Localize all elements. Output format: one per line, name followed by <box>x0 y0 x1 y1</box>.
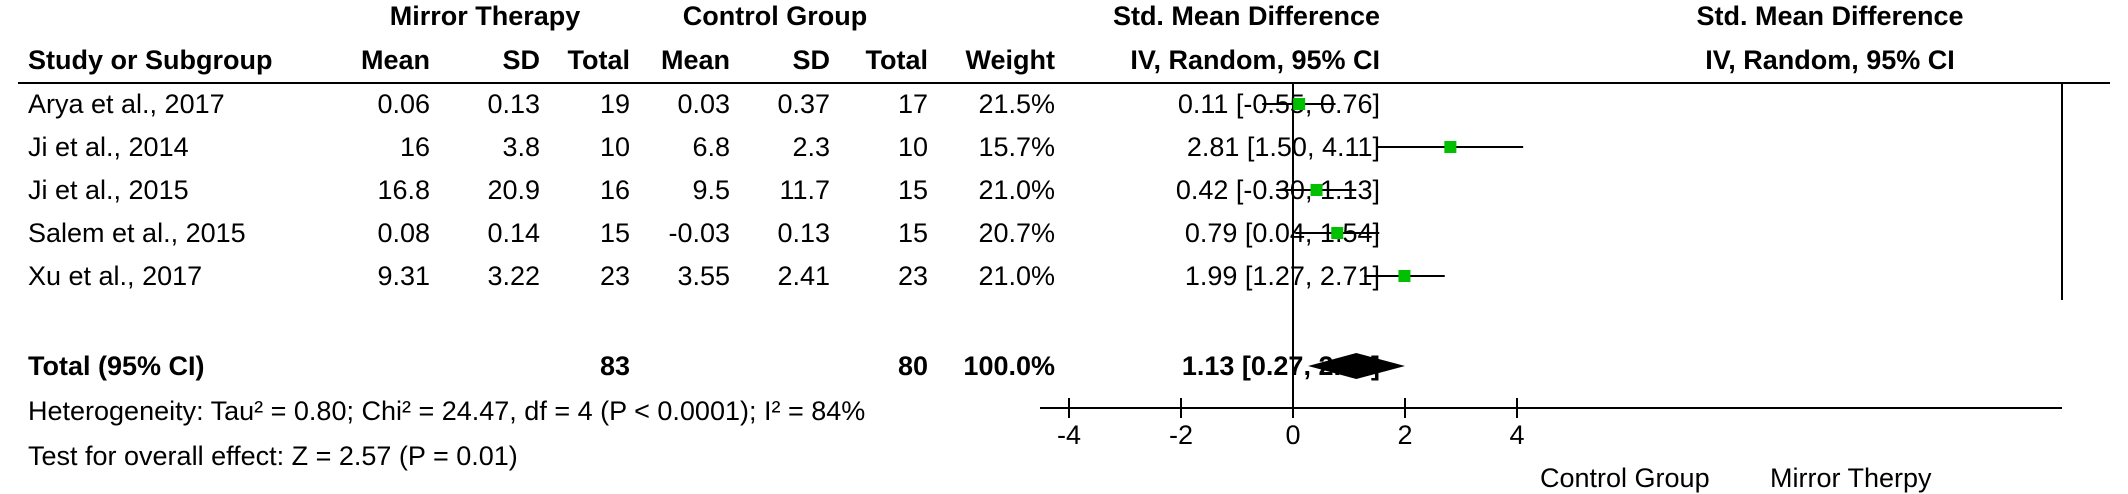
total-weight: 100.0% <box>963 351 1055 381</box>
overall-effect-text: Test for overall effect: Z = 2.57 (P = 0… <box>28 441 518 471</box>
exp-mean-header: Mean <box>360 45 430 75</box>
ctl-total: 15 <box>897 218 928 248</box>
study-name: Salem et al., 2015 <box>28 218 246 248</box>
study-name: Xu et al., 2017 <box>28 261 203 291</box>
x-tick-label: -4 <box>1057 420 1081 450</box>
exp-sd: 3.22 <box>487 261 540 291</box>
ctl-total: 15 <box>897 175 928 205</box>
exp-mean: 0.06 <box>377 89 430 119</box>
heterogeneity-text: Heterogeneity: Tau² = 0.80; Chi² = 24.47… <box>28 396 866 426</box>
ctl-sd: 0.13 <box>777 218 830 248</box>
exp-mean: 16 <box>399 132 430 162</box>
study-name: Arya et al., 2017 <box>28 89 225 119</box>
ctl-total: 23 <box>897 261 928 291</box>
ci-cell: 1.99 [1.27, 2.71] <box>1184 261 1380 291</box>
ctl-total-header: Total <box>865 45 929 75</box>
exp-sd: 0.13 <box>487 89 540 119</box>
ctl-total: 17 <box>897 89 928 119</box>
effect-marker <box>1444 141 1457 153</box>
weight-cell: 21.5% <box>978 89 1055 119</box>
ctl-sd-header: SD <box>792 45 830 75</box>
exp-total-header: Total <box>567 45 631 75</box>
method-header: IV, Random, 95% CI <box>1130 45 1380 75</box>
weight-cell: 15.7% <box>978 132 1055 162</box>
study-name: Ji et al., 2015 <box>28 175 189 205</box>
ctl-mean: -0.03 <box>668 218 730 248</box>
pooled-diamond <box>1308 353 1405 379</box>
favors-left-label: Control Group <box>1540 463 1710 493</box>
x-tick-label: -2 <box>1169 420 1193 450</box>
ctl-sd: 2.3 <box>792 132 830 162</box>
ctl-mean-header: Mean <box>660 45 730 75</box>
exp-total: 10 <box>599 132 630 162</box>
study-column-header: Study or Subgroup <box>28 45 273 75</box>
exp-total: 16 <box>599 175 630 205</box>
x-tick-label: 2 <box>1397 420 1412 450</box>
weight-cell: 20.7% <box>978 218 1055 248</box>
exp-total: 15 <box>599 218 630 248</box>
plot-method: IV, Random, 95% CI <box>1705 45 1955 75</box>
favors-right-label: Mirror Therpy <box>1770 463 1932 493</box>
exp-mean: 9.31 <box>377 261 430 291</box>
exp-sd-header: SD <box>502 45 540 75</box>
effect-marker <box>1398 270 1411 282</box>
weight-header: Weight <box>965 45 1056 75</box>
header-rule <box>18 82 2110 84</box>
exp-mean: 16.8 <box>377 175 430 205</box>
total-exp: 83 <box>599 351 630 381</box>
std-mean-diff-header: Std. Mean Difference <box>1112 1 1380 31</box>
exp-sd: 0.14 <box>487 218 540 248</box>
exp-total: 23 <box>599 261 630 291</box>
weight-cell: 21.0% <box>978 175 1055 205</box>
effect-marker <box>1293 98 1306 110</box>
study-name: Ji et al., 2014 <box>28 132 189 162</box>
effect-marker <box>1331 227 1344 239</box>
plot-title: Std. Mean Difference <box>1696 1 1964 31</box>
exp-total: 19 <box>599 89 630 119</box>
ctl-mean: 3.55 <box>677 261 730 291</box>
effect-marker <box>1310 184 1323 196</box>
ctl-sd: 11.7 <box>779 175 830 205</box>
x-tick-label: 0 <box>1285 420 1300 450</box>
total-label: Total (95% CI) <box>28 351 205 381</box>
control-group-header: Control Group <box>682 1 868 31</box>
total-ctl: 80 <box>897 351 928 381</box>
ctl-sd: 2.41 <box>777 261 830 291</box>
exp-sd: 20.9 <box>487 175 540 205</box>
ctl-mean: 0.03 <box>677 89 730 119</box>
x-tick-label: 4 <box>1509 420 1524 450</box>
ctl-total: 10 <box>897 132 928 162</box>
exp-sd: 3.8 <box>502 132 540 162</box>
mirror-therapy-header: Mirror Therapy <box>389 1 581 31</box>
weight-cell: 21.0% <box>978 261 1055 291</box>
ctl-mean: 6.8 <box>692 132 730 162</box>
ctl-mean: 9.5 <box>692 175 730 205</box>
ctl-sd: 0.37 <box>777 89 830 119</box>
ci-cell: 2.81 [1.50, 4.11] <box>1186 132 1380 162</box>
exp-mean: 0.08 <box>377 218 430 248</box>
